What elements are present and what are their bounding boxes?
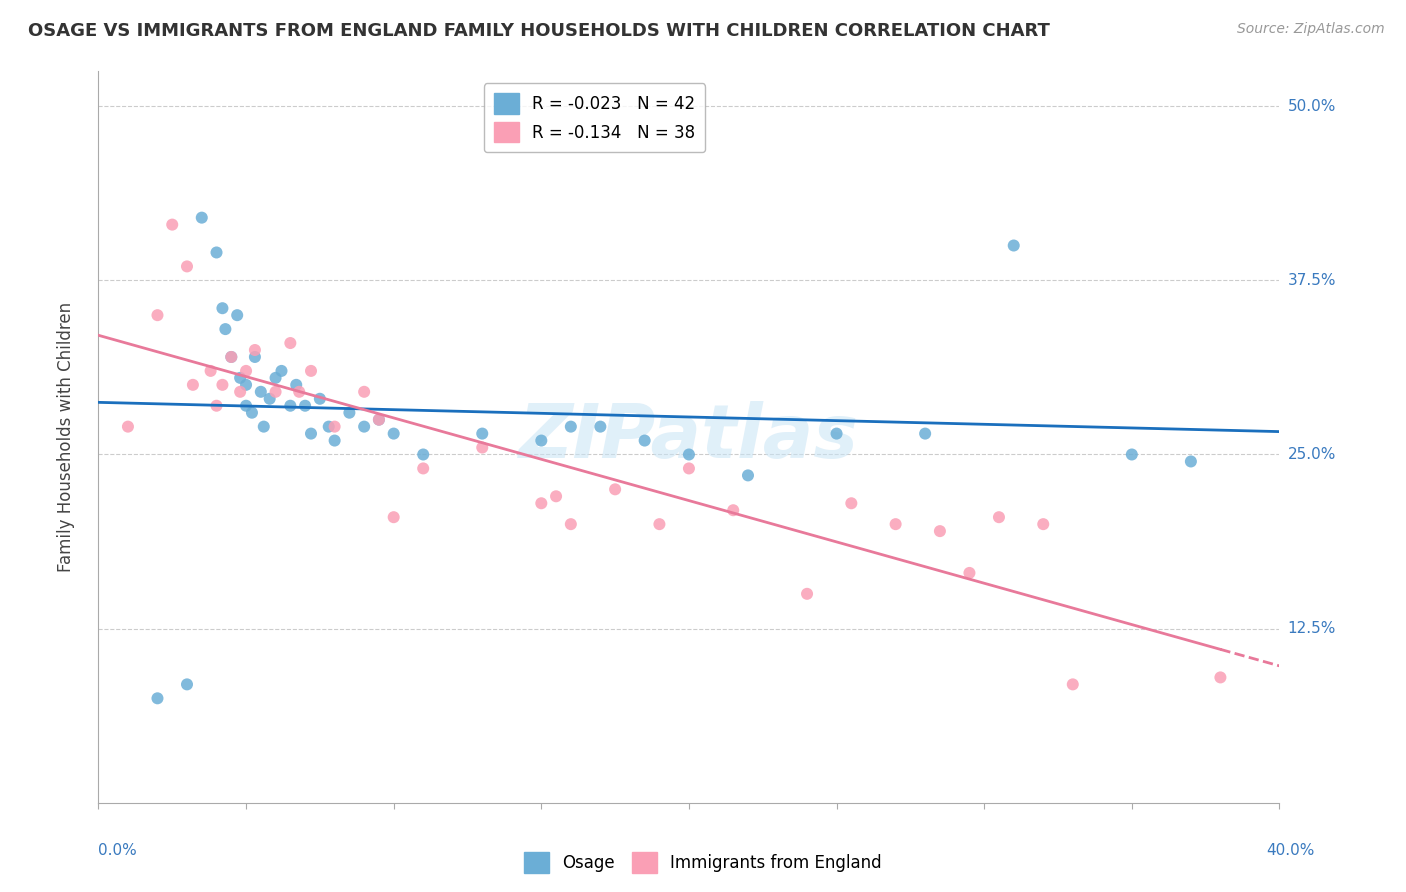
Point <box>530 496 553 510</box>
Point <box>146 691 169 706</box>
Legend: Osage, Immigrants from England: Osage, Immigrants from England <box>517 846 889 880</box>
Y-axis label: Family Households with Children: Family Households with Children <box>56 302 75 572</box>
Point <box>309 392 332 406</box>
Point <box>796 587 818 601</box>
Point <box>191 211 214 225</box>
Point <box>825 426 848 441</box>
Text: OSAGE VS IMMIGRANTS FROM ENGLAND FAMILY HOUSEHOLDS WITH CHILDREN CORRELATION CHA: OSAGE VS IMMIGRANTS FROM ENGLAND FAMILY … <box>28 22 1050 40</box>
Point <box>235 377 257 392</box>
Point <box>323 434 346 448</box>
Point <box>353 419 375 434</box>
Point <box>285 377 308 392</box>
Point <box>1209 670 1232 684</box>
Point <box>264 371 287 385</box>
Point <box>560 419 582 434</box>
Point <box>884 517 907 532</box>
Text: 25.0%: 25.0% <box>1288 447 1336 462</box>
Point <box>648 517 671 532</box>
Point <box>294 399 316 413</box>
Point <box>546 489 568 503</box>
Point <box>914 426 936 441</box>
Point <box>1062 677 1084 691</box>
Point <box>264 384 287 399</box>
Legend: R = -0.023   N = 42, R = -0.134   N = 38: R = -0.023 N = 42, R = -0.134 N = 38 <box>484 83 706 153</box>
Point <box>471 426 494 441</box>
Point <box>723 503 745 517</box>
Point <box>221 350 243 364</box>
Point <box>634 434 657 448</box>
Point <box>678 448 700 462</box>
Point <box>280 336 302 351</box>
Point <box>117 419 139 434</box>
Point <box>181 377 204 392</box>
Point <box>176 260 198 274</box>
Point <box>280 399 302 413</box>
Point <box>229 371 252 385</box>
Point <box>288 384 311 399</box>
Point <box>339 406 361 420</box>
Point <box>471 441 494 455</box>
Point <box>226 308 249 322</box>
Text: 0.0%: 0.0% <box>98 843 138 858</box>
Point <box>841 496 863 510</box>
Point <box>211 377 233 392</box>
Point <box>299 364 322 378</box>
Point <box>243 343 266 357</box>
Point <box>176 677 198 691</box>
Point <box>1002 238 1025 252</box>
Point <box>605 483 627 497</box>
Point <box>959 566 981 580</box>
Point <box>250 384 273 399</box>
Point <box>382 510 405 524</box>
Point <box>205 245 228 260</box>
Point <box>353 384 375 399</box>
Point <box>253 419 276 434</box>
Point <box>205 399 228 413</box>
Point <box>211 301 233 316</box>
Point <box>412 461 434 475</box>
Point <box>214 322 236 336</box>
Point <box>146 308 169 322</box>
Point <box>200 364 222 378</box>
Text: 37.5%: 37.5% <box>1288 273 1336 288</box>
Text: Source: ZipAtlas.com: Source: ZipAtlas.com <box>1237 22 1385 37</box>
Point <box>318 419 340 434</box>
Point <box>560 517 582 532</box>
Text: 50.0%: 50.0% <box>1288 99 1336 113</box>
Point <box>240 406 263 420</box>
Point <box>737 468 759 483</box>
Point <box>530 434 553 448</box>
Point <box>1180 454 1202 468</box>
Point <box>221 350 243 364</box>
Text: 12.5%: 12.5% <box>1288 621 1336 636</box>
Point <box>270 364 292 378</box>
Point <box>162 218 183 232</box>
Point <box>382 426 405 441</box>
Point <box>988 510 1011 524</box>
Point <box>678 461 700 475</box>
Point <box>259 392 281 406</box>
Point <box>412 448 434 462</box>
Point <box>368 412 391 426</box>
Point <box>1032 517 1054 532</box>
Text: ZIPatlas: ZIPatlas <box>519 401 859 474</box>
Text: 40.0%: 40.0% <box>1267 843 1315 858</box>
Point <box>589 419 612 434</box>
Point <box>1121 448 1143 462</box>
Point <box>323 419 346 434</box>
Point <box>929 524 952 538</box>
Point <box>299 426 322 441</box>
Point <box>235 364 257 378</box>
Point <box>235 399 257 413</box>
Point <box>243 350 266 364</box>
Point <box>368 412 391 426</box>
Point <box>229 384 252 399</box>
